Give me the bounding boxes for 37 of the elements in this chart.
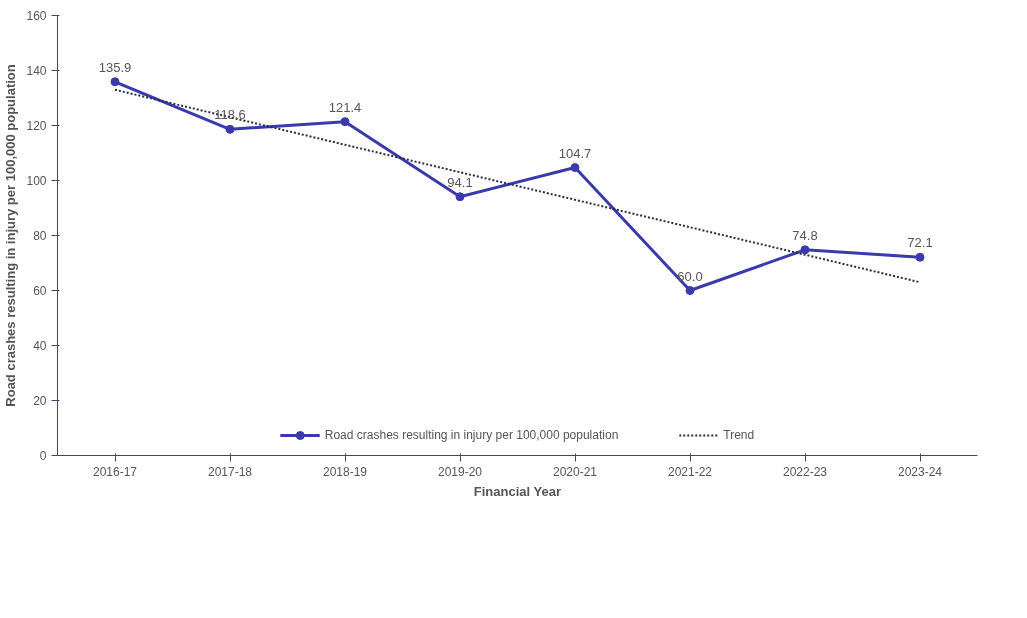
- data-label: 104.7: [558, 145, 592, 161]
- y-tick-label: 80: [33, 229, 47, 243]
- point: [915, 252, 925, 262]
- y-tick-label: 160: [26, 9, 47, 23]
- x-axis-title: Financial Year: [473, 483, 561, 499]
- data-label: 60.0: [677, 268, 703, 284]
- x-tick-label: 2021-22: [667, 464, 713, 479]
- point: [340, 117, 350, 127]
- data-label: 94.1: [447, 174, 473, 190]
- point: [570, 163, 580, 173]
- y-tick-label: 40: [33, 339, 47, 353]
- point: [800, 245, 810, 255]
- data-label: 72.1: [907, 235, 933, 251]
- x-tick-label: 2019-20: [437, 464, 483, 479]
- x-tick-label: 2018-19: [322, 464, 368, 479]
- y-tick-label: 140: [26, 64, 47, 78]
- data-label: 121.4: [328, 99, 362, 115]
- x-tick-label: 2022-23: [782, 464, 828, 479]
- y-axis-title: Road crashes resulting in injury per 100,000 population: [3, 64, 19, 407]
- x-tick-label: 2017-18: [207, 464, 253, 479]
- x-tick-label: 2016-17: [92, 464, 138, 479]
- legend-label: Trend: [723, 428, 755, 442]
- x-tick-label: 2020-21: [552, 464, 598, 479]
- data-label: 135.9: [98, 59, 132, 75]
- point: [110, 77, 120, 87]
- point: [225, 124, 235, 134]
- data-label: 74.8: [792, 227, 818, 243]
- y-tick-label: 20: [33, 394, 47, 408]
- legend-label: Road crashes resulting in injury per 100,000 population: [324, 428, 619, 442]
- point: [455, 192, 465, 202]
- y-tick-label: 120: [26, 119, 47, 133]
- y-tick-label: 100: [26, 174, 47, 188]
- y-tick-label: 0: [39, 449, 47, 463]
- x-tick-label: 2023-24: [897, 464, 943, 479]
- y-tick-label: 60: [33, 284, 47, 298]
- point: [685, 286, 695, 295]
- data-label: 118.6: [214, 107, 246, 123]
